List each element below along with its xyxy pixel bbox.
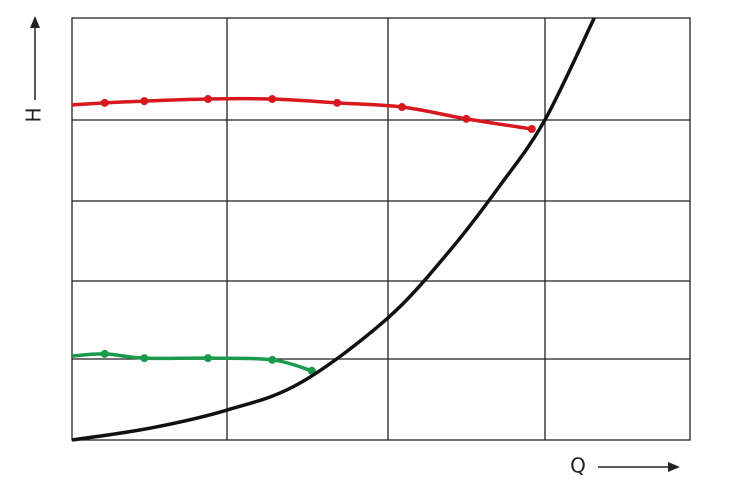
point [100, 349, 109, 358]
point [333, 98, 342, 107]
point [268, 355, 277, 364]
y-axis-label: H [22, 107, 46, 122]
grid [71, 17, 691, 441]
plot-frame [71, 17, 691, 441]
curve [71, 17, 596, 442]
point [100, 98, 109, 107]
curve [71, 352, 313, 373]
x-arrow-head [668, 462, 680, 472]
point [462, 114, 471, 123]
point [398, 103, 407, 112]
point [203, 354, 212, 363]
point [527, 124, 536, 133]
y-arrow-head [30, 16, 40, 28]
point [268, 95, 277, 104]
x-axis-label: Q [570, 454, 586, 478]
point [203, 95, 212, 104]
point [140, 354, 149, 363]
point [140, 97, 149, 106]
